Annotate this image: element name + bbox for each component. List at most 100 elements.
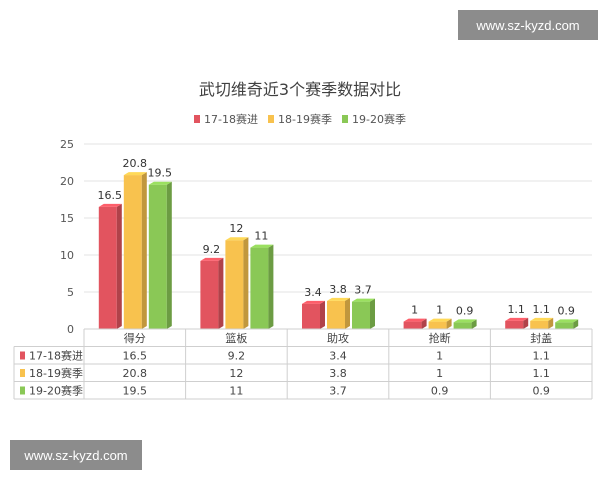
bar: [403, 321, 422, 329]
y-tick-label: 25: [60, 138, 74, 151]
data-label: 3.7: [354, 284, 372, 297]
data-label: 20.8: [123, 157, 148, 170]
data-label: 1: [411, 304, 418, 317]
bar-side: [573, 319, 579, 329]
table-series-name: 18-19赛季: [29, 366, 83, 380]
y-tick-label: 5: [67, 286, 74, 299]
bar: [123, 175, 142, 329]
table-cell: 3.8: [329, 367, 347, 380]
bar-top: [148, 181, 172, 185]
table-cell: 0.9: [431, 385, 449, 398]
bar-top: [428, 318, 452, 322]
legend-swatch-series-1: [194, 115, 201, 123]
bar-top: [302, 300, 325, 304]
y-tick-label: 15: [60, 212, 74, 225]
bar-side: [116, 203, 122, 329]
data-label: 1.1: [532, 303, 550, 316]
legend-label-series-1: 17-18赛进: [204, 113, 259, 126]
chart-legend: 17-18赛进 18-19赛季 19-20赛季: [0, 111, 600, 127]
y-tick-label: 20: [60, 175, 74, 188]
watermark-bottom: www.sz-kyzd.com: [10, 440, 142, 470]
bar: [302, 303, 320, 329]
data-label: 3.8: [329, 283, 347, 296]
bar: [327, 300, 345, 329]
legend-item-series-3: 19-20赛季: [341, 111, 406, 127]
table-cell: 0.9: [532, 385, 550, 398]
bar-top: [327, 297, 350, 301]
bar: [352, 301, 370, 329]
data-label: 9.2: [203, 243, 221, 256]
bar-top: [200, 257, 224, 261]
bar: [453, 322, 472, 329]
bar: [200, 260, 219, 329]
category-label: 篮板: [225, 331, 247, 345]
bar-side: [471, 319, 477, 329]
bar-side: [243, 237, 249, 329]
legend-label-series-2: 18-19赛季: [278, 113, 332, 126]
table-cell: 20.8: [123, 367, 148, 380]
table-series-name: 19-20赛季: [29, 384, 83, 398]
bar-side: [421, 318, 427, 329]
legend-swatch-series-3: [341, 115, 348, 123]
table-legend-swatch: [20, 386, 25, 395]
bar: [250, 247, 269, 329]
bar-side: [141, 172, 147, 329]
bar: [225, 240, 244, 329]
bar-top: [403, 318, 427, 322]
bar-top: [505, 317, 529, 321]
data-label: 3.4: [304, 286, 322, 299]
chart-title: 武切维奇近3个赛季数据对比: [198, 80, 402, 99]
table-cell: 16.5: [123, 350, 148, 363]
bar-side: [268, 244, 274, 329]
bar-side: [548, 317, 554, 329]
y-tick-label: 10: [60, 249, 74, 262]
bar-top: [98, 203, 122, 207]
data-label: 12: [229, 222, 243, 235]
table-cell: 1.1: [532, 350, 550, 363]
legend-item-series-2: 18-19赛季: [268, 111, 332, 127]
data-label: 1: [436, 304, 443, 317]
bar-side: [345, 297, 350, 329]
legend-item-series-1: 17-18赛进: [194, 111, 258, 127]
table-cell: 3.4: [329, 350, 347, 363]
bar-side: [370, 298, 375, 329]
data-label: 16.5: [98, 189, 123, 202]
table-cell: 9.2: [228, 350, 246, 363]
data-label: 0.9: [456, 304, 474, 317]
table-cell: 1: [436, 367, 443, 380]
category-label: 抢断: [429, 331, 451, 345]
bar-top: [453, 319, 477, 323]
bar-top: [555, 319, 579, 323]
data-label: 11: [254, 230, 268, 243]
table-cell: 3.7: [329, 385, 347, 398]
data-label: 0.9: [557, 304, 575, 317]
bar: [505, 320, 524, 329]
bar-top: [123, 172, 147, 176]
category-label: 助攻: [327, 331, 349, 345]
legend-label-series-3: 19-20赛季: [351, 113, 406, 126]
legend-swatch-series-2: [268, 115, 275, 123]
bar-side: [446, 318, 452, 329]
y-tick-label: 0: [67, 323, 74, 336]
data-label: 19.5: [148, 167, 173, 180]
table-cell: 11: [229, 385, 243, 398]
bar: [148, 184, 167, 329]
table-cell: 12: [229, 367, 243, 380]
bar-side: [523, 317, 529, 329]
bar: [555, 322, 574, 329]
bar: [428, 321, 447, 329]
category-label: 封盖: [530, 331, 552, 345]
table-legend-swatch: [20, 351, 25, 360]
bar-top: [530, 317, 554, 321]
bar: [530, 320, 549, 329]
bar: [98, 206, 117, 329]
watermark-top: www.sz-kyzd.com: [458, 10, 598, 40]
table-cell: 1: [436, 350, 443, 363]
category-label: 得分: [124, 332, 146, 345]
table-legend-swatch: [20, 369, 25, 377]
bar-side: [320, 300, 325, 329]
bar-top: [250, 244, 274, 248]
data-label: 1.1: [507, 303, 525, 316]
table-cell: 1.1: [532, 367, 550, 380]
